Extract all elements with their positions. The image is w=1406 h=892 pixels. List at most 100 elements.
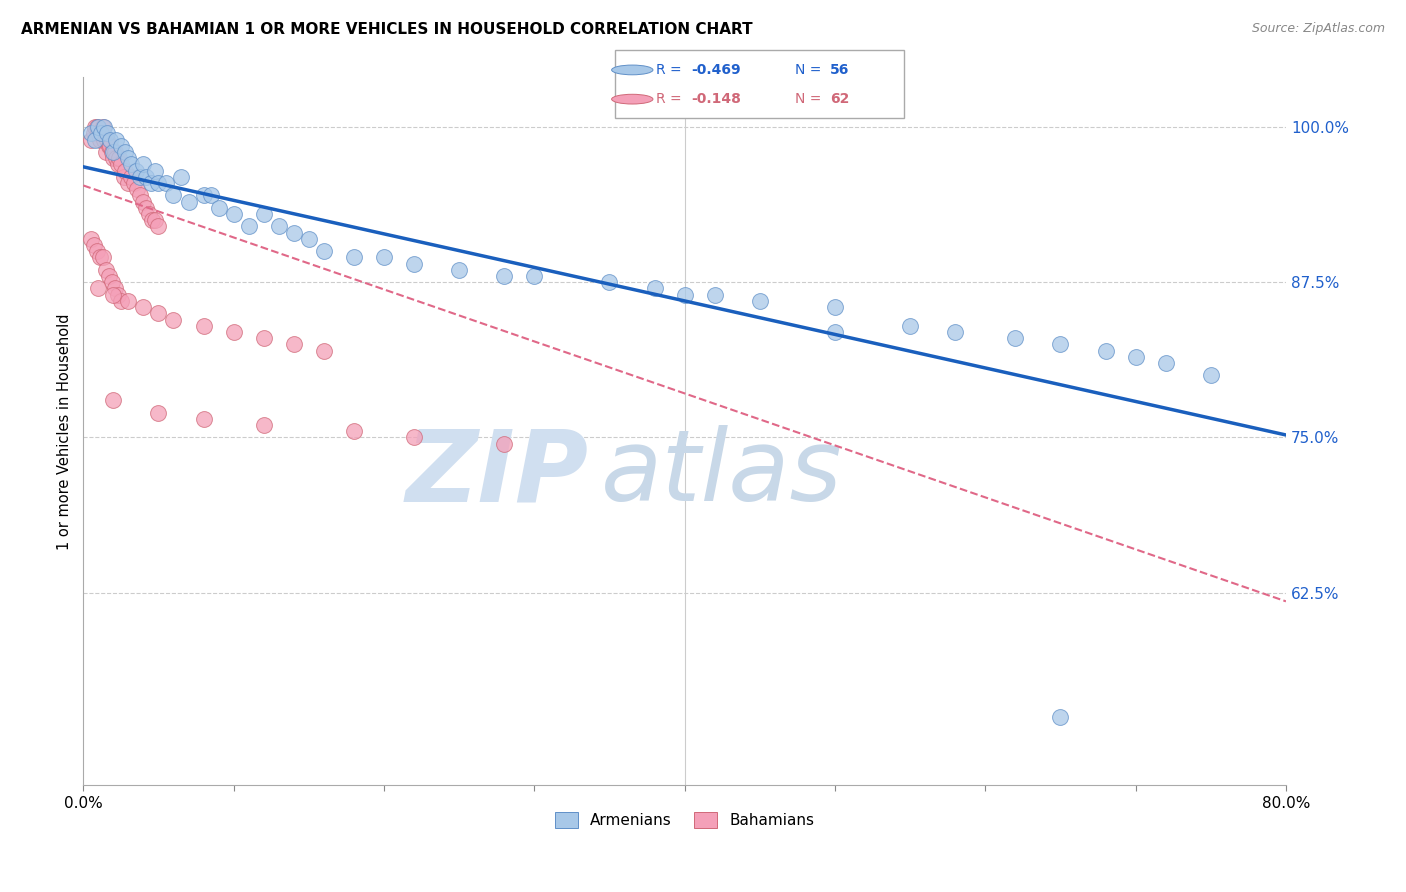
Point <box>1154 356 1177 370</box>
Point <box>162 312 184 326</box>
Point <box>494 269 516 284</box>
Point <box>108 151 131 165</box>
Point <box>96 132 118 146</box>
Point <box>343 251 366 265</box>
Point <box>96 126 118 140</box>
Point <box>155 176 177 190</box>
Point <box>253 207 276 221</box>
Point <box>1125 350 1147 364</box>
Point <box>114 145 136 159</box>
Text: 56: 56 <box>830 63 849 77</box>
Point <box>748 293 770 308</box>
Point <box>253 418 276 433</box>
Point <box>98 132 121 146</box>
Point <box>127 182 149 196</box>
Point <box>94 263 117 277</box>
Point <box>1094 343 1116 358</box>
Point <box>267 219 290 234</box>
Point <box>104 145 127 159</box>
Point <box>114 163 136 178</box>
Point <box>105 132 128 146</box>
Point <box>1004 331 1026 345</box>
Point <box>1049 337 1071 351</box>
Point <box>101 145 124 159</box>
Point <box>129 188 152 202</box>
Point <box>117 151 139 165</box>
Point <box>103 151 125 165</box>
Text: ZIP: ZIP <box>405 425 589 522</box>
Point <box>898 318 921 333</box>
Text: ARMENIAN VS BAHAMIAN 1 OR MORE VEHICLES IN HOUSEHOLD CORRELATION CHART: ARMENIAN VS BAHAMIAN 1 OR MORE VEHICLES … <box>21 22 752 37</box>
Point <box>80 232 103 246</box>
Point <box>129 169 152 184</box>
Point <box>222 325 245 339</box>
Point <box>1049 710 1071 724</box>
Point <box>943 325 966 339</box>
Point <box>145 163 167 178</box>
Point <box>644 281 666 295</box>
Point <box>703 287 725 301</box>
Text: -0.148: -0.148 <box>692 92 741 106</box>
Point <box>110 157 132 171</box>
Text: atlas: atlas <box>600 425 842 522</box>
Point <box>101 275 124 289</box>
Point <box>402 257 425 271</box>
Point <box>98 138 121 153</box>
Point <box>824 300 846 314</box>
Point <box>110 293 132 308</box>
Point <box>135 201 157 215</box>
Point <box>148 406 170 420</box>
Point <box>84 132 107 146</box>
Point <box>83 238 105 252</box>
Point <box>89 132 111 146</box>
Point <box>132 300 155 314</box>
Point <box>83 126 105 140</box>
Text: 62: 62 <box>830 92 849 106</box>
Point <box>298 232 321 246</box>
Text: R =: R = <box>655 92 682 106</box>
Point <box>162 188 184 202</box>
FancyBboxPatch shape <box>614 50 904 118</box>
Point <box>824 325 846 339</box>
Point <box>145 213 167 227</box>
Point <box>110 138 132 153</box>
Point <box>124 176 146 190</box>
Point <box>84 120 107 134</box>
Point <box>97 269 120 284</box>
Point <box>494 436 516 450</box>
Point <box>87 126 110 140</box>
Point <box>104 281 127 295</box>
Point <box>673 287 696 301</box>
Point <box>523 269 546 284</box>
Point <box>125 163 148 178</box>
Point <box>598 275 620 289</box>
Point <box>93 132 115 146</box>
Point <box>87 281 110 295</box>
Point <box>132 157 155 171</box>
Point <box>193 188 215 202</box>
Point <box>148 306 170 320</box>
Text: N =: N = <box>794 92 821 106</box>
Point <box>107 157 129 171</box>
Text: N =: N = <box>794 63 821 77</box>
Point <box>139 176 162 190</box>
Point <box>97 138 120 153</box>
Point <box>107 287 129 301</box>
Point <box>138 207 160 221</box>
Point <box>87 120 110 134</box>
Point <box>177 194 200 209</box>
Point <box>170 169 193 184</box>
Point <box>89 251 111 265</box>
Point <box>312 343 335 358</box>
Point <box>86 244 108 259</box>
Circle shape <box>612 65 652 75</box>
Point <box>402 430 425 444</box>
Legend: Armenians, Bahamians: Armenians, Bahamians <box>548 805 821 834</box>
Y-axis label: 1 or more Vehicles in Household: 1 or more Vehicles in Household <box>58 313 72 549</box>
Circle shape <box>612 95 652 104</box>
Text: R =: R = <box>655 63 682 77</box>
Point <box>112 169 135 184</box>
Point <box>120 169 142 184</box>
Point <box>93 120 115 134</box>
Point <box>148 176 170 190</box>
